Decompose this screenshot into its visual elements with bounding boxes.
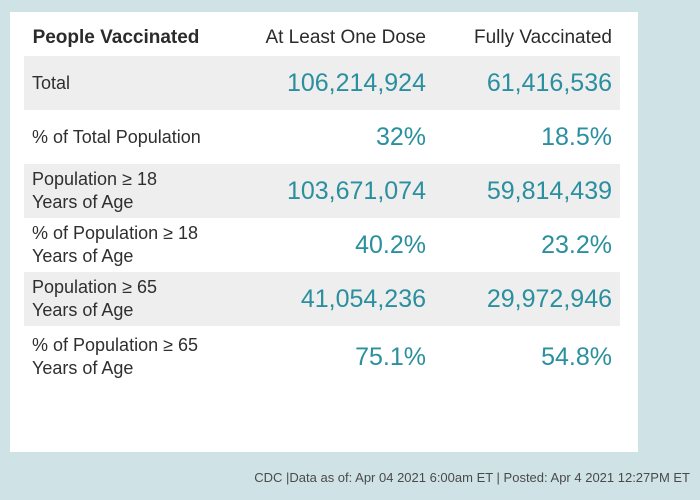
fully-vaccinated-value: 23.2%: [541, 230, 612, 259]
vaccination-table-card: People Vaccinated At Least One Dose Full…: [10, 12, 638, 452]
at-least-one-dose-value: 106,214,924: [286, 68, 426, 97]
table-row: Total 106,214,924 61,416,536: [24, 56, 620, 110]
header-at-least-one-dose: At Least One Dose: [265, 27, 426, 48]
fully-vaccinated-value: 18.5%: [541, 122, 612, 151]
table-row: % of Total Population 32% 18.5%: [24, 110, 620, 164]
table-row: Population ≥ 65 Years of Age 41,054,236 …: [24, 272, 620, 326]
row-label: % of Total Population: [32, 126, 201, 147]
at-least-one-dose-value: 75.1%: [355, 342, 426, 371]
fully-vaccinated-value: 54.8%: [541, 342, 612, 371]
fully-vaccinated-value: 61,416,536: [486, 68, 612, 97]
row-label: Total: [32, 72, 71, 93]
header-people-vaccinated: People Vaccinated: [32, 27, 200, 48]
at-least-one-dose-value: 103,671,074: [286, 176, 426, 205]
row-label: % of Population ≥ 18 Years of Age: [32, 223, 198, 266]
row-label: Population ≥ 18 Years of Age: [32, 169, 157, 212]
table-row: Population ≥ 18 Years of Age 103,671,074…: [24, 164, 620, 218]
vaccination-table: People Vaccinated At Least One Dose Full…: [24, 26, 620, 388]
fully-vaccinated-value: 29,972,946: [486, 284, 612, 313]
row-label: % of Population ≥ 65 Years of Age: [32, 335, 198, 378]
source-footnote: CDC |Data as of: Apr 04 2021 6:00am ET |…: [254, 470, 690, 485]
at-least-one-dose-value: 41,054,236: [300, 284, 426, 313]
table-header-row: People Vaccinated At Least One Dose Full…: [24, 26, 620, 56]
at-least-one-dose-value: 32%: [375, 122, 426, 151]
header-fully-vaccinated: Fully Vaccinated: [474, 27, 612, 48]
table-row: % of Population ≥ 65 Years of Age 75.1% …: [24, 326, 620, 388]
row-label: Population ≥ 65 Years of Age: [32, 277, 157, 320]
fully-vaccinated-value: 59,814,439: [486, 176, 612, 205]
table-row: % of Population ≥ 18 Years of Age 40.2% …: [24, 218, 620, 272]
at-least-one-dose-value: 40.2%: [355, 230, 426, 259]
